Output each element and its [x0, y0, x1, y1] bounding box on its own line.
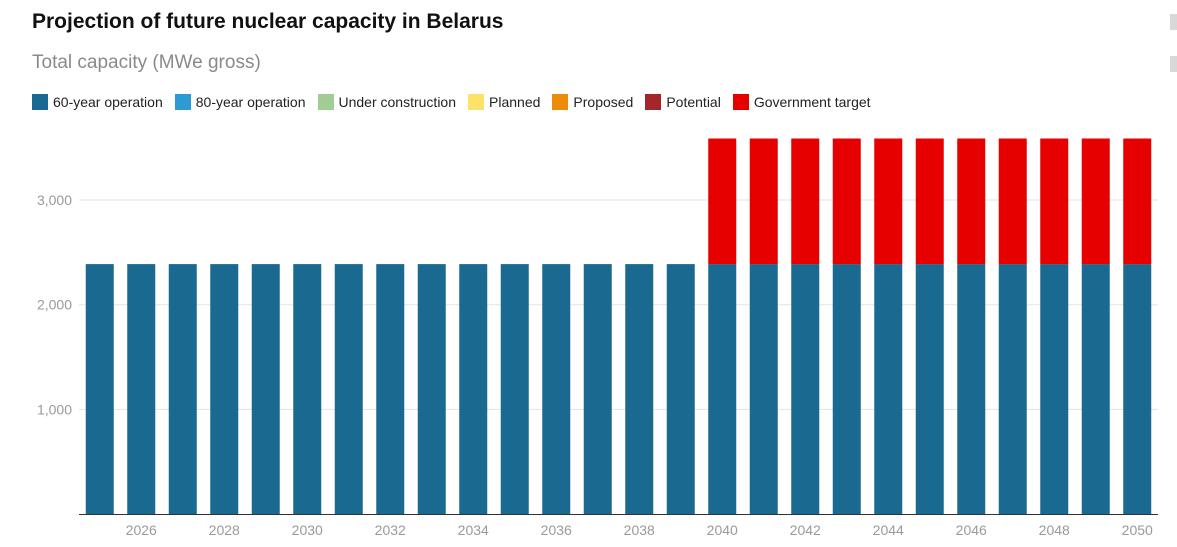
bar-segment[interactable]: [874, 138, 903, 265]
legend-item[interactable]: Government target: [732, 94, 871, 110]
bar-segment[interactable]: [334, 264, 363, 514]
y-tick-label: 3,000: [37, 192, 72, 208]
y-tick-label: 2,000: [37, 297, 72, 313]
bar-segment[interactable]: [168, 264, 197, 514]
chart-title: Projection of future nuclear capacity in…: [32, 10, 504, 33]
bar-segment[interactable]: [957, 264, 986, 514]
bar-segment[interactable]: [749, 138, 778, 265]
bar-segment[interactable]: [293, 264, 322, 514]
bar-segment[interactable]: [542, 264, 571, 514]
legend-item[interactable]: Proposed: [552, 94, 633, 110]
bar-segment[interactable]: [791, 264, 820, 514]
bar-segment[interactable]: [1040, 138, 1069, 265]
bar-segment[interactable]: [500, 264, 529, 514]
legend-swatch: [317, 94, 334, 110]
x-tick-label: 2040: [707, 522, 738, 538]
bar-segment[interactable]: [1123, 264, 1152, 514]
bar-segment[interactable]: [1040, 264, 1069, 514]
bar-segment[interactable]: [583, 264, 612, 514]
bar-segment[interactable]: [625, 264, 654, 514]
bar-segment[interactable]: [417, 264, 446, 514]
bar-segment[interactable]: [376, 264, 405, 514]
legend-label: Under construction: [338, 94, 457, 110]
bar-segment[interactable]: [957, 138, 986, 265]
bar-segment[interactable]: [749, 264, 778, 514]
bar-segment[interactable]: [251, 264, 280, 514]
legend-label: Potential: [666, 94, 721, 110]
legend-swatch: [732, 94, 749, 110]
bar-segment[interactable]: [915, 264, 944, 514]
legend-swatch: [174, 94, 191, 110]
legend-label: Planned: [489, 94, 541, 110]
bar-segment[interactable]: [1081, 264, 1110, 514]
legend-item[interactable]: Planned: [468, 94, 540, 110]
bar-segment[interactable]: [666, 264, 695, 514]
x-tick-label: 2042: [790, 522, 821, 538]
legend-item[interactable]: Under construction: [317, 94, 457, 110]
x-tick-label: 2050: [1122, 522, 1153, 538]
x-tick-label: 2048: [1039, 522, 1070, 538]
bar-segment[interactable]: [791, 138, 820, 265]
legend-swatch: [645, 94, 662, 110]
x-tick-label: 2028: [209, 522, 240, 538]
legend-item[interactable]: 60-year operation: [32, 94, 163, 110]
bar-segment[interactable]: [1081, 138, 1110, 265]
bar-segment[interactable]: [915, 138, 944, 265]
legend-label: Government target: [753, 94, 871, 110]
x-tick-label: 2046: [956, 522, 987, 538]
chart-legend: 60-year operation 80-year operation Under …: [32, 94, 883, 110]
legend-label: Proposed: [573, 94, 634, 110]
x-tick-label: 2038: [624, 522, 655, 538]
y-tick-label: 1,000: [37, 401, 72, 417]
x-tick-label: 2044: [873, 522, 904, 538]
x-tick-label: 2026: [126, 522, 157, 538]
legend-item[interactable]: Potential: [645, 94, 721, 110]
clipped-edge-fragment: [1170, 14, 1177, 30]
clipped-edge-fragment: [1170, 56, 1177, 72]
bar-segment[interactable]: [459, 264, 488, 514]
legend-swatch: [32, 94, 48, 110]
bar-segment[interactable]: [127, 264, 156, 514]
legend-swatch: [468, 94, 485, 110]
bar-segment[interactable]: [874, 264, 903, 514]
legend-label: 80-year operation: [195, 94, 306, 110]
bar-segment[interactable]: [1123, 138, 1152, 265]
bar-segment[interactable]: [210, 264, 239, 514]
legend-item[interactable]: 80-year operation: [174, 94, 306, 110]
legend-label: 60-year operation: [53, 94, 163, 110]
bar-segment[interactable]: [832, 264, 861, 514]
legend-swatch: [552, 94, 569, 110]
bar-segment[interactable]: [998, 264, 1027, 514]
x-tick-label: 2030: [292, 522, 323, 538]
bar-segment[interactable]: [708, 264, 737, 514]
bar-segment[interactable]: [85, 264, 114, 514]
bar-segment[interactable]: [832, 138, 861, 265]
x-tick-label: 2034: [458, 522, 489, 538]
x-tick-label: 2036: [541, 522, 572, 538]
bar-segment[interactable]: [998, 138, 1027, 265]
bar-segment[interactable]: [708, 138, 737, 265]
x-tick-label: 2032: [375, 522, 406, 538]
chart-subtitle: Total capacity (MWe gross): [32, 52, 261, 73]
